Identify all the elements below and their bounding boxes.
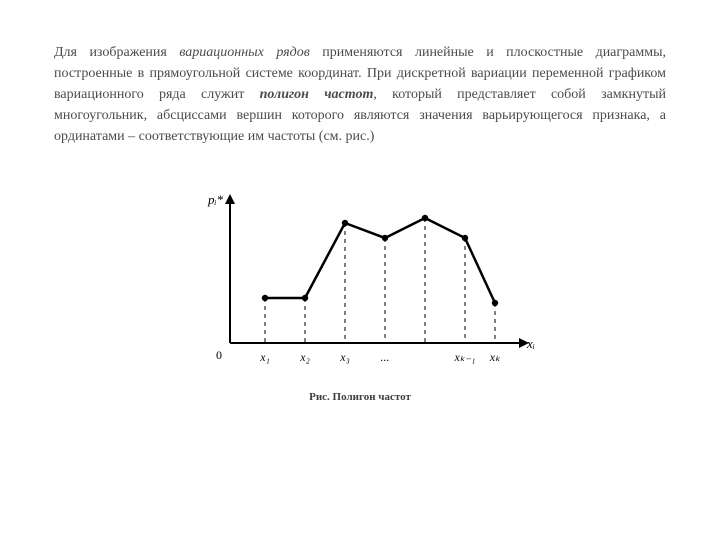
data-point — [302, 295, 308, 301]
text: Для изображения — [54, 45, 179, 60]
x-tick-label: ... — [381, 350, 390, 364]
data-point — [382, 235, 388, 241]
chart-bg — [185, 183, 535, 383]
data-point — [262, 295, 268, 301]
x-tick-label: x₂ — [299, 350, 310, 364]
data-point — [462, 235, 468, 241]
data-point — [342, 220, 348, 226]
x-tick-label: xₖ — [489, 350, 501, 364]
x-tick-label: x₃ — [339, 350, 350, 364]
italic-text: вариационных рядов — [179, 45, 310, 60]
x-tick-label: x₁ — [259, 350, 270, 364]
x-axis-label: xᵢ — [526, 336, 535, 351]
origin-label: 0 — [216, 348, 222, 362]
body-paragraph: Для изображения вариационных рядов приме… — [54, 42, 666, 147]
x-tick-label: xₖ₋₁ — [454, 350, 476, 364]
page: Для изображения вариационных рядов приме… — [0, 0, 720, 540]
bold-italic-text: полигон частот — [260, 87, 374, 102]
data-point — [422, 215, 428, 221]
figure-caption: Рис. Полигон частот — [309, 391, 411, 403]
data-point — [492, 300, 498, 306]
figure-container: 0 xᵢ pᵢ* x₁ x₂ x₃... xₖ₋₁ xₖ Рис. Полигон часто… — [54, 183, 666, 403]
frequency-polygon-chart: 0 xᵢ pᵢ* x₁ x₂ x₃... xₖ₋₁ xₖ — [185, 183, 535, 383]
y-axis-label: pᵢ* — [207, 192, 224, 207]
